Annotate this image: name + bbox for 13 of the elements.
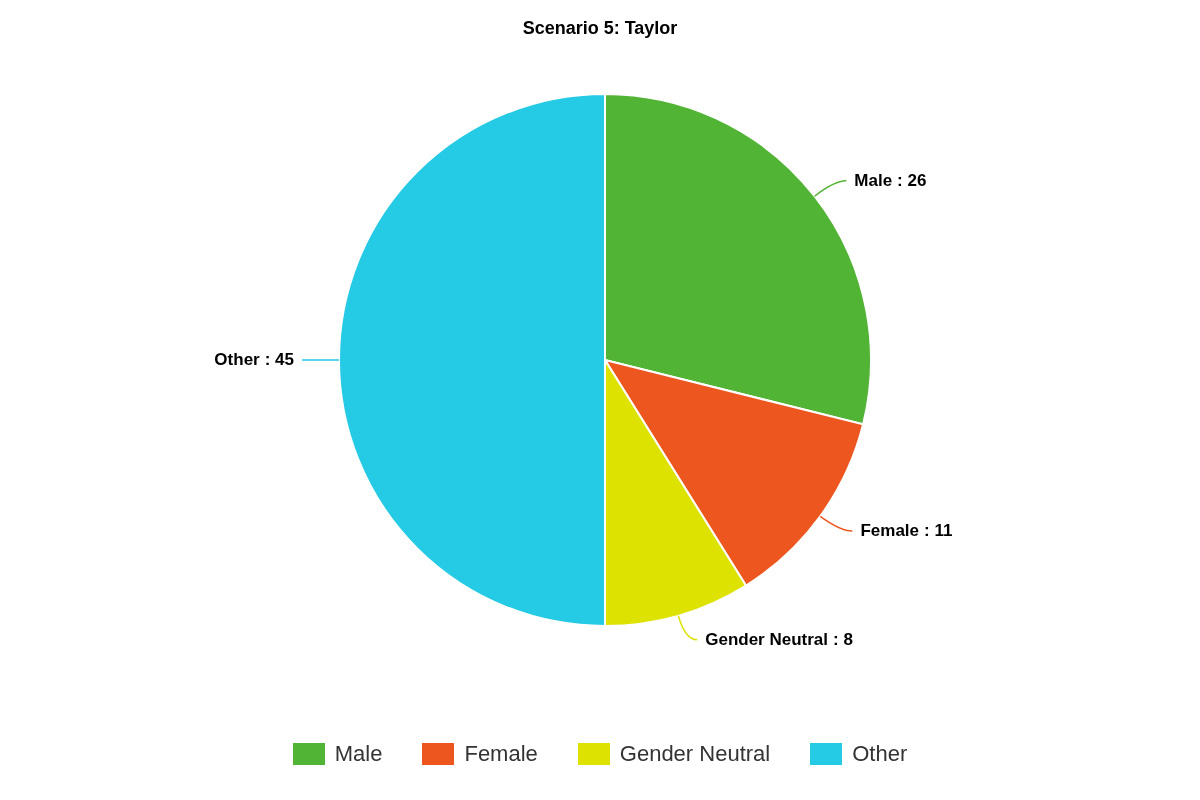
data-label: : 11 [924, 521, 953, 541]
legend-label: Male [334, 741, 383, 767]
legend-label: Gender Neutral [619, 741, 771, 767]
data-label: : 26 [897, 170, 927, 190]
slice-label: Female [860, 521, 920, 541]
legend-label: Female [464, 741, 538, 767]
slice-label: Gender Neutral [705, 629, 829, 649]
data-label: : 8 [833, 629, 853, 649]
chart-title: Scenario 5: Taylor [521, 17, 679, 40]
legend-label: Other [852, 741, 908, 767]
slice-label: Male [854, 170, 893, 190]
data-label: : 45 [264, 350, 294, 369]
slice-label: Other [214, 350, 261, 369]
